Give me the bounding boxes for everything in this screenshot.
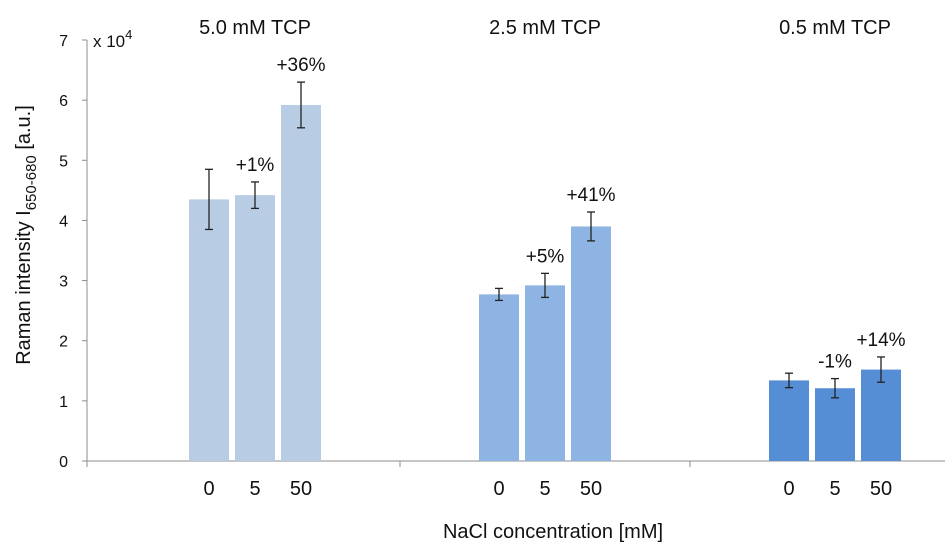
y-tick-label: 7	[59, 33, 68, 50]
bar	[281, 104, 321, 461]
bar	[479, 294, 519, 461]
y-tick-label: 4	[59, 213, 68, 230]
x-category-label: 0	[493, 478, 504, 500]
x-category-label: 5	[829, 478, 840, 500]
bar	[235, 195, 275, 461]
y-tick-label: 5	[59, 153, 68, 170]
bar-group: 2.5 mM TCP 0 5 +5% 50 +41%	[479, 17, 616, 500]
y-tick-label: 6	[59, 93, 68, 110]
percent-change-label: +36%	[276, 55, 325, 76]
y-tick-label: 3	[59, 274, 68, 291]
y-tick-label: 0	[59, 454, 68, 471]
y-axis: 0 1 2 3 4 5 6 7	[59, 33, 88, 471]
bar	[525, 285, 565, 461]
x-axis	[86, 460, 945, 467]
y-tick-label: 2	[59, 334, 68, 351]
x-category-label: 0	[783, 478, 794, 500]
x-category-label: 0	[203, 478, 214, 500]
group-title: 0.5 mM TCP	[779, 17, 891, 39]
bar	[189, 199, 229, 461]
x-category-label: 50	[580, 478, 602, 500]
bar-group: 0.5 mM TCP 0 5 -1% 50 +14%	[769, 17, 906, 500]
percent-change-label: -1%	[818, 352, 852, 373]
percent-change-label: +14%	[856, 330, 905, 351]
group-title: 2.5 mM TCP	[489, 17, 601, 39]
x-category-label: 5	[249, 478, 260, 500]
y-tick-label: 1	[59, 394, 68, 411]
bar	[571, 226, 611, 461]
bar-group: 5.0 mM TCP 0 5 +1% 50 +36%	[189, 17, 326, 500]
x-category-label: 50	[870, 478, 892, 500]
percent-change-label: +41%	[566, 185, 615, 206]
percent-change-label: +5%	[526, 246, 565, 267]
bar	[769, 380, 809, 461]
x-category-label: 5	[539, 478, 550, 500]
bar	[861, 369, 901, 461]
group-title: 5.0 mM TCP	[199, 17, 311, 39]
percent-change-label: +1%	[236, 155, 275, 176]
x-category-label: 50	[290, 478, 312, 500]
bar	[815, 388, 855, 461]
x-axis-title: NaCl concentration [mM]	[443, 521, 663, 543]
axis-multiplier: x 104	[93, 27, 132, 51]
y-axis-title: Raman intensity I650-680 [a.u.]	[13, 105, 40, 365]
